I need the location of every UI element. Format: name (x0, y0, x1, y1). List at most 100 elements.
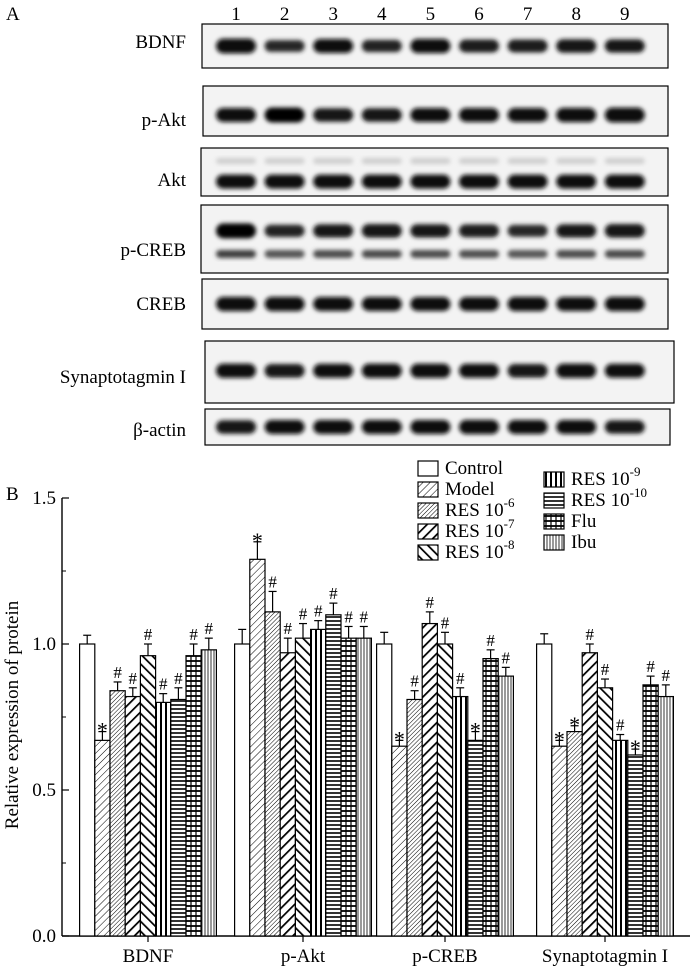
significance-hash: # (426, 593, 435, 612)
significance-hash: # (144, 625, 153, 644)
blot-band (264, 40, 305, 52)
blot-band (216, 363, 256, 378)
legend-label: Flu (571, 511, 597, 532)
significance-star: * (554, 726, 565, 751)
x-axis: BDNF p-Akt p-CREB Synaptotagmin I (62, 935, 690, 966)
blot-band (507, 174, 548, 189)
blot-band (604, 296, 645, 312)
blot-band (216, 108, 256, 122)
blot-band (604, 174, 645, 189)
blot-band-upper (264, 158, 305, 164)
blot-band-lower (556, 249, 597, 258)
significance-hash: # (314, 602, 323, 621)
significance-star: * (630, 735, 641, 760)
significance-hash: # (502, 648, 511, 667)
bar (467, 739, 484, 937)
legend-item: RES 10-6 (417, 495, 515, 521)
significance-hash: # (113, 663, 122, 682)
bar-chart-panel: B Relative expression of protein 0.0 0.5 1… (2, 458, 690, 966)
blot-band (507, 296, 548, 312)
blot-band-lower (410, 249, 451, 258)
lane-label-4: 4 (377, 4, 387, 25)
bar (627, 754, 644, 937)
legend-swatch (543, 513, 565, 530)
bar (294, 637, 312, 937)
blot-band (410, 224, 451, 238)
significance-hash: # (662, 666, 671, 685)
blot-band-lower (313, 249, 354, 258)
blot-band (361, 224, 402, 238)
blot-band (410, 174, 451, 189)
significance-hash: # (129, 669, 138, 688)
blot-band (361, 363, 402, 378)
blot-band (556, 420, 597, 434)
blot-band (459, 108, 499, 122)
blot-band (361, 174, 402, 189)
blot-band (313, 363, 354, 378)
significance-hash: # (174, 669, 183, 688)
bar (657, 695, 675, 937)
bar (642, 684, 659, 937)
bar (421, 622, 439, 937)
blot-band-lower (361, 249, 402, 258)
legend-swatch (543, 492, 565, 509)
blot-band (507, 363, 548, 378)
legend-swatch (543, 471, 565, 488)
bar (452, 695, 469, 937)
legend-item: RES 10-8 (417, 537, 514, 563)
blot-row-4: CREB (136, 278, 669, 330)
lane-label-8: 8 (571, 4, 581, 25)
blot-label: Synaptotagmin I (60, 367, 186, 388)
blot-band (556, 297, 597, 311)
bar (234, 643, 251, 937)
blot-band (313, 39, 354, 53)
blot-band-lower (264, 249, 305, 258)
blot-band (556, 107, 597, 123)
bar (94, 739, 111, 937)
blot-band (556, 363, 597, 378)
bar (406, 698, 423, 937)
significance-hash: # (486, 631, 495, 650)
lane-label-6: 6 (474, 4, 484, 25)
blot-band (410, 108, 451, 122)
legend-item: RES 10-7 (417, 516, 515, 542)
y-axis: 0.0 0.5 1.0 1.5 (32, 488, 69, 947)
blot-band (313, 297, 354, 311)
blot-band-upper (216, 158, 256, 164)
x-tick-label: p-Akt (281, 946, 326, 966)
bar (325, 614, 342, 937)
panel-b-label: B (6, 484, 19, 505)
bar (376, 643, 393, 937)
blot-band (313, 108, 354, 122)
lane-label-5: 5 (426, 4, 436, 25)
legend-swatch (417, 502, 439, 519)
blot-band (410, 38, 451, 54)
blot-band (459, 39, 499, 53)
blot-band-lower (604, 249, 645, 258)
blot-row-0: BDNF (135, 23, 669, 69)
blot-band-upper (459, 158, 499, 164)
blot-label: CREB (136, 294, 186, 315)
blot-band (459, 363, 499, 378)
blot-band (507, 108, 548, 122)
significance-hash: # (205, 619, 214, 638)
lane-labels: 1 2 3 4 5 6 7 8 9 (231, 4, 629, 25)
blot-band (459, 224, 499, 238)
legend-label: RES 10-9 (571, 464, 640, 490)
bar (109, 690, 126, 937)
blot-row-2: Akt (158, 147, 669, 197)
significance-hash: # (601, 660, 610, 679)
blot-row-1: p-Akt (142, 85, 669, 137)
blot-band (313, 420, 354, 434)
significance-star: * (252, 528, 263, 553)
blot-band (507, 39, 548, 53)
blot-band-lower (507, 249, 548, 258)
significance-hash: # (360, 607, 369, 626)
blot-band (264, 363, 305, 378)
legend-label: Model (445, 479, 495, 500)
bar (391, 745, 408, 937)
bar (185, 655, 202, 937)
blot-row-3: p-CREB (121, 204, 669, 274)
blot-band-upper (507, 158, 548, 164)
